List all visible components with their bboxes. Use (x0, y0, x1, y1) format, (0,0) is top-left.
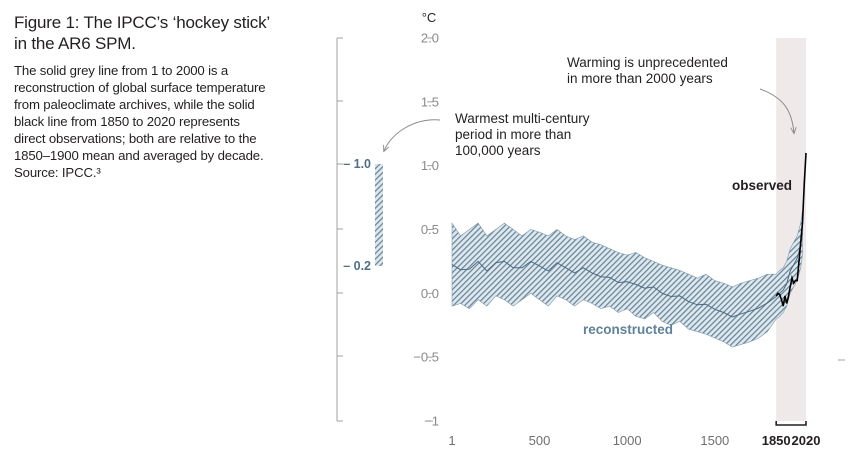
series-label-observed: observed (732, 178, 792, 193)
figure-description: The solid grey line from 1 to 2000 is a … (14, 63, 266, 180)
left-range-axis: – 1.0 – 0.2 (336, 37, 383, 422)
y-tick-label: −0.5 (413, 350, 439, 365)
observation-period-bracket (775, 421, 807, 426)
annotation-unprecedented-arrow (759, 88, 794, 133)
y-tick-label: 1.0 (421, 158, 439, 173)
range-bar-high-label: – 1.0 (343, 157, 371, 171)
warming-range-bar (375, 164, 383, 266)
annotation-warmest-arrow (384, 119, 441, 151)
reconstructed-band (451, 210, 803, 348)
x-tick-label: 1 (448, 433, 455, 448)
x-tick-label: 1850 (762, 433, 791, 448)
y-tick-label: 2.0 (421, 31, 439, 46)
y-tick-label: 1.5 (421, 94, 439, 109)
series-label-reconstructed: reconstructed (583, 322, 673, 337)
annotation-warmest-line: 100,000 years (455, 143, 541, 158)
main-axes: −1−0.50.00.51.01.52.01 500 1000 1500 1850 202… (413, 31, 845, 448)
annotation-unprecedented-line: in more than 2000 years (567, 71, 713, 86)
x-tick-label: 1500 (700, 433, 729, 448)
reconstructed-line (451, 232, 803, 318)
y-tick-label: −1 (424, 414, 439, 429)
x-tick-label: 2020 (792, 433, 821, 448)
y-unit-label: °C (422, 10, 437, 25)
figure-caption: Figure 1: The IPCC’s ‘hockey stick’ in t… (14, 12, 274, 181)
range-bar-low-label: – 0.2 (343, 259, 371, 273)
annotation-unprecedented-line: Warming is unprecedented (567, 55, 728, 70)
annotation-warmest-line: period in more than (455, 127, 571, 142)
y-tick-label: 0.5 (421, 222, 439, 237)
x-tick-label: 1000 (613, 433, 642, 448)
y-tick-label: 0.0 (421, 286, 439, 301)
x-tick-label: 500 (529, 433, 551, 448)
observed-line (775, 152, 807, 307)
figure-title: Figure 1: The IPCC’s ‘hockey stick’ in t… (14, 13, 270, 53)
series-layer (451, 152, 807, 348)
annotation-warmest-line: Warmest multi-century (455, 111, 590, 126)
